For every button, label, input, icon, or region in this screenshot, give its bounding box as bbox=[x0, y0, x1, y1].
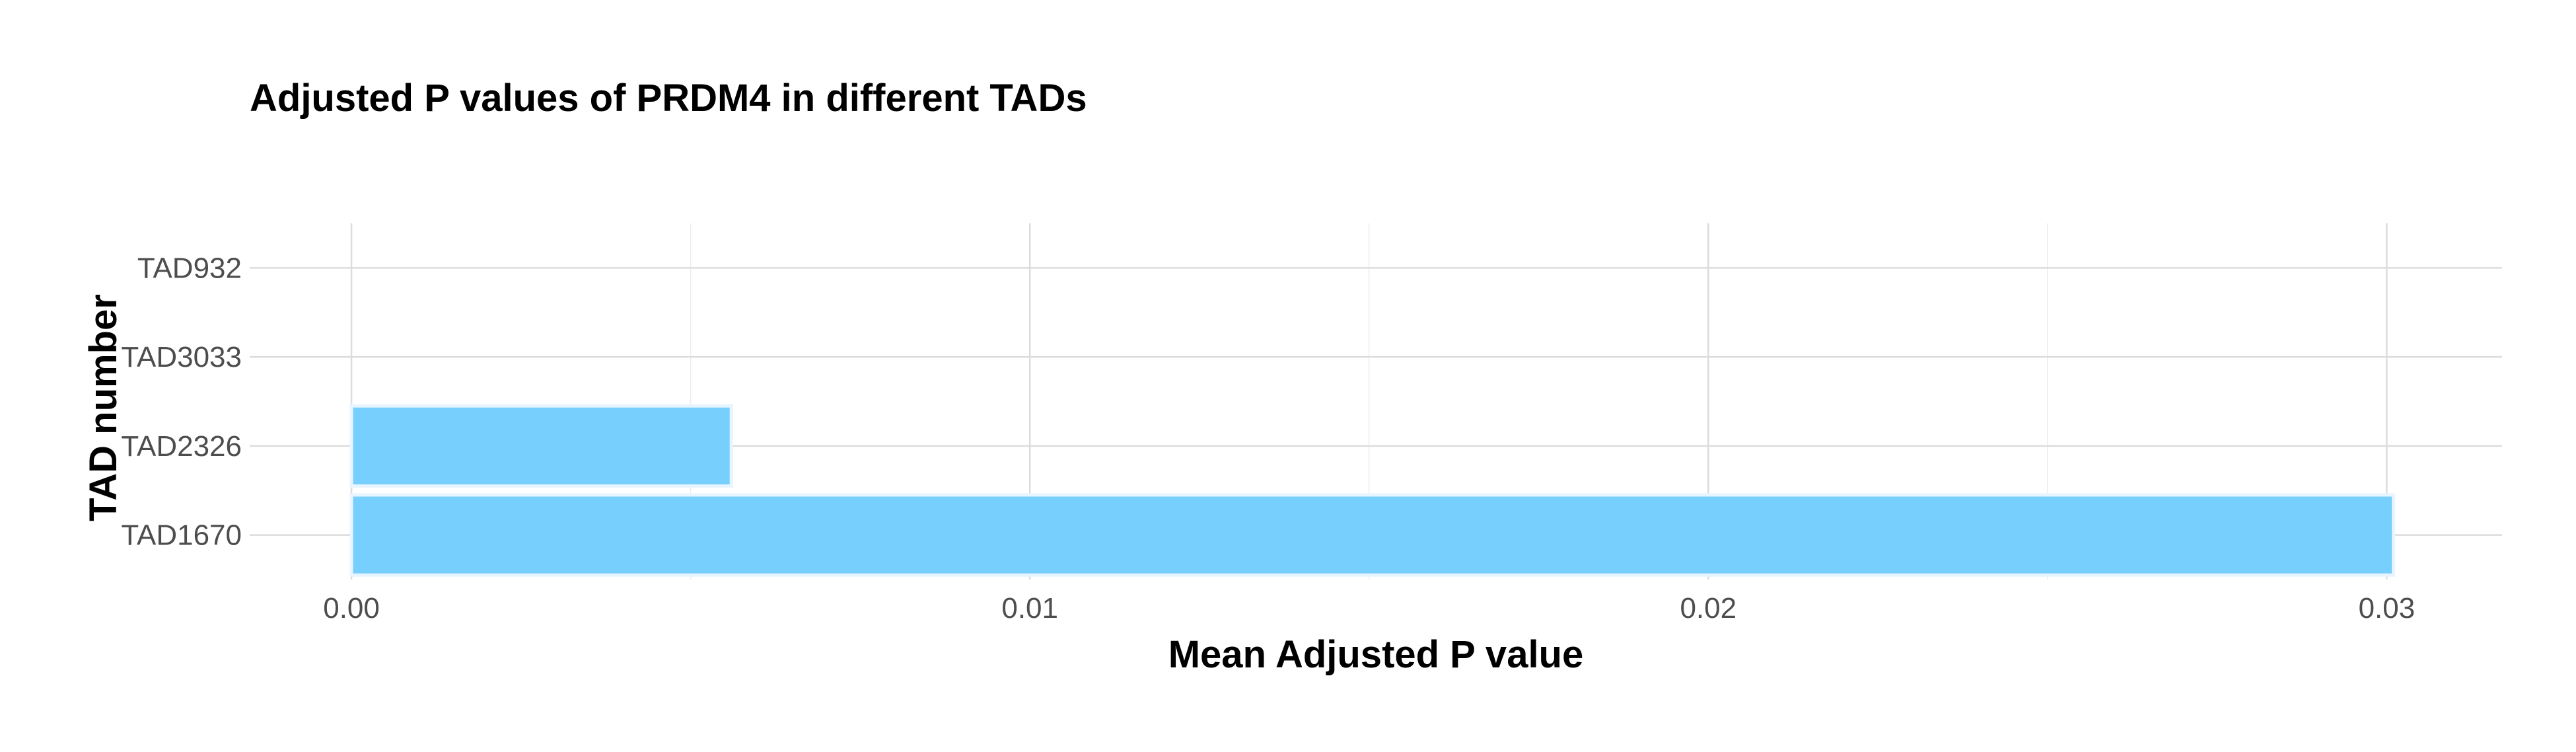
bar-tad1670 bbox=[349, 493, 2396, 577]
chart-title: Adjusted P values of PRDM4 in different … bbox=[250, 77, 1087, 120]
x-axis-title: Mean Adjusted P value bbox=[1168, 633, 1584, 676]
bars bbox=[349, 404, 2396, 577]
y-axis-title: TAD number bbox=[82, 294, 125, 521]
x-tick-label: 0.00 bbox=[323, 592, 380, 624]
x-tick-label: 0.02 bbox=[1680, 592, 1736, 624]
y-axis-ticks: TAD1670 TAD2326 TAD3033 TAD932 bbox=[121, 252, 242, 551]
y-tick-label: TAD2326 bbox=[121, 430, 242, 463]
x-tick-label: 0.01 bbox=[1001, 592, 1058, 624]
grid-lines bbox=[250, 223, 2502, 580]
bar-tad2326 bbox=[349, 404, 733, 488]
x-tick-label: 0.03 bbox=[2359, 592, 2415, 624]
x-axis-ticks: 0.00 0.01 0.02 0.03 bbox=[323, 592, 2415, 624]
y-tick-label: TAD932 bbox=[137, 252, 242, 284]
y-tick-label: TAD3033 bbox=[121, 341, 242, 373]
y-tick-label: TAD1670 bbox=[121, 519, 242, 552]
